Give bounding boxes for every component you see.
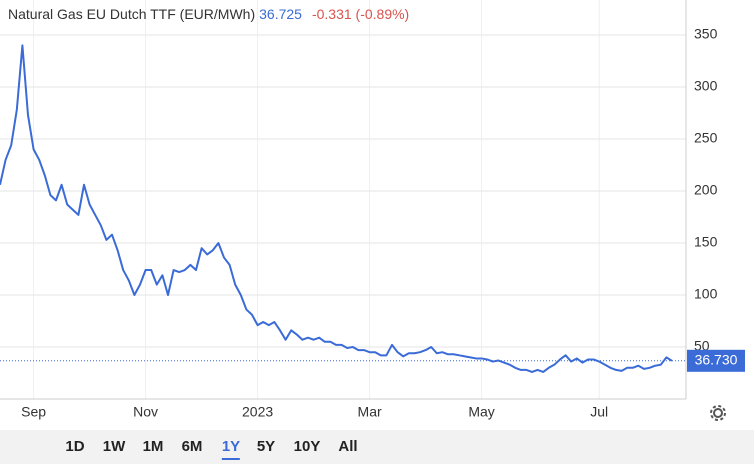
range-button[interactable]: 1D bbox=[65, 438, 85, 455]
title: Natural Gas EU Dutch TTF (EUR/MWh) bbox=[8, 6, 256, 22]
last-price-box bbox=[687, 349, 745, 372]
x-tick-label: Jul bbox=[590, 404, 608, 420]
range-button[interactable]: 1Y bbox=[221, 438, 241, 460]
range-button[interactable]: 10Y bbox=[293, 438, 321, 455]
header: Natural Gas EU Dutch TTF (EUR/MWh) 36.725… bbox=[8, 6, 409, 22]
settings-icon[interactable] bbox=[710, 405, 726, 421]
price-line bbox=[0, 44, 673, 373]
x-tick-label: May bbox=[468, 404, 494, 420]
y-tick-label: 50 bbox=[694, 338, 710, 354]
range-button[interactable]: 1W bbox=[102, 438, 126, 455]
y-tick-label: 350 bbox=[694, 26, 718, 42]
x-tick-label: 2023 bbox=[242, 404, 273, 420]
range-button[interactable]: 6M bbox=[181, 438, 203, 455]
change: -0.331 (-0.89%) bbox=[311, 6, 410, 22]
range-button[interactable]: All bbox=[338, 438, 358, 455]
y-tick-label: 100 bbox=[694, 286, 718, 302]
y-tick-label: 300 bbox=[694, 78, 718, 94]
last-price-label: 36.730 bbox=[695, 352, 738, 368]
range-toolbar: 1D 1W 1M 6M 1Y 5Y 10Y All bbox=[0, 430, 754, 464]
price: 36.725 bbox=[259, 6, 302, 22]
range-button[interactable]: 5Y bbox=[256, 438, 276, 455]
chart: 50 100 150 200 250 300 350 Sep Nov 2023 Mar May Jul 3… bbox=[0, 0, 745, 421]
range-button[interactable]: 1M bbox=[142, 438, 164, 455]
y-tick-label: 250 bbox=[694, 130, 718, 146]
y-tick-label: 150 bbox=[694, 234, 718, 250]
x-tick-label: Mar bbox=[358, 404, 382, 420]
y-tick-label: 200 bbox=[694, 182, 718, 198]
x-tick-label: Sep bbox=[21, 404, 46, 420]
x-tick-label: Nov bbox=[133, 404, 158, 420]
